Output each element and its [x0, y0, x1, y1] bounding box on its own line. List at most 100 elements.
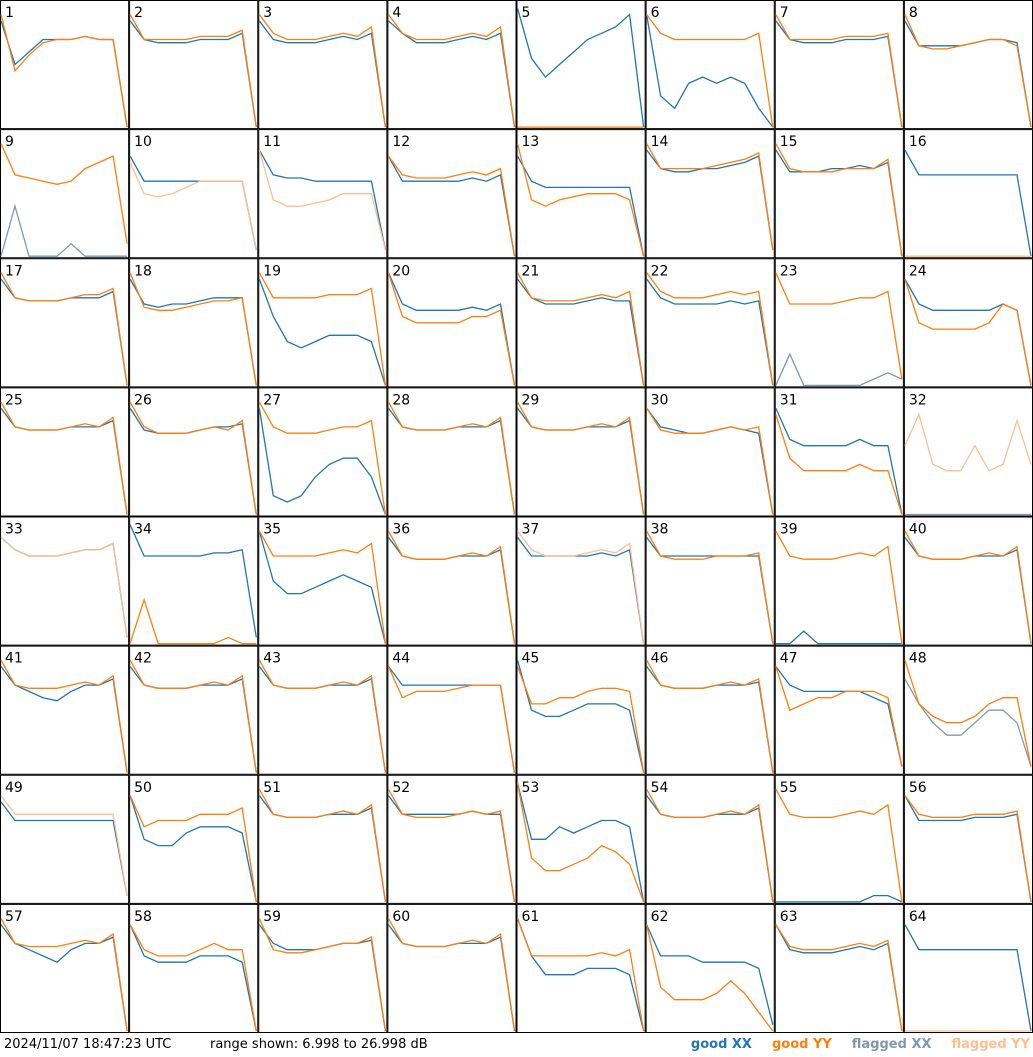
spectrum-yy: [516, 782, 645, 903]
panel-label: 20: [392, 263, 410, 279]
spectrum-xx: [129, 524, 257, 638]
panel-label: 36: [392, 522, 410, 538]
spectrum-xx: [0, 203, 128, 257]
spectrum-yy: [904, 412, 1032, 472]
spectrum-yy: [387, 666, 516, 773]
spectrum-yy: [0, 272, 128, 386]
spectrum-xx: [775, 894, 903, 903]
panel-label: 43: [263, 651, 281, 667]
spectrum-xx: [258, 795, 387, 902]
spectrum-yy: [646, 530, 774, 644]
spectrum-xx: [904, 924, 1032, 1032]
spectrum-yy: [129, 924, 257, 1032]
spectrum-yy: [0, 14, 128, 128]
spectrum-yy: [645, 924, 774, 1032]
spectrum-xx: [0, 666, 128, 773]
panel-frame: [0, 516, 130, 646]
panel-frame: [645, 516, 775, 646]
panel-label: 13: [522, 134, 540, 150]
spectrum-xx: [646, 149, 774, 251]
spectrum-xx: [129, 20, 257, 128]
spectrum-xx: [516, 782, 645, 903]
spectrum-xx: [129, 155, 257, 251]
panel-frame: [516, 387, 646, 517]
spectrum-xx: [516, 278, 645, 386]
panel-label: 1: [5, 5, 14, 21]
panel-frame: [258, 645, 388, 775]
spectrum-xx: [0, 20, 128, 128]
panel-label: 11: [263, 134, 281, 150]
spectrum-xx: [258, 149, 387, 251]
spectrum-xx: [904, 536, 1032, 644]
panel-frame: [387, 0, 517, 130]
panel-label: 5: [522, 5, 531, 21]
legend-label: flagged XX: [852, 1037, 932, 1052]
spectrum-yy: [0, 401, 128, 515]
spectrum-xx: [258, 666, 387, 773]
panel-frame: [258, 903, 388, 1033]
panel-label: 29: [522, 392, 540, 408]
panel-frame: [774, 258, 904, 388]
spectrum-xx: [516, 8, 645, 128]
panel-label: 3: [263, 5, 272, 21]
spectrum-xx: [904, 149, 1032, 257]
spectrum-xx: [904, 278, 1032, 386]
range-unit: dB: [411, 1037, 428, 1052]
spectrum-xx: [387, 924, 516, 1032]
panel-frame: [774, 903, 904, 1033]
panel-label: 47: [780, 651, 798, 667]
panel-label: 54: [651, 780, 669, 796]
panel-label: 14: [651, 134, 669, 150]
panel-frame: [903, 0, 1033, 130]
spectrum-yy: [387, 401, 516, 515]
panel-frame: [516, 0, 646, 130]
range-min: 6.998: [302, 1037, 339, 1052]
spectrum-yy: [0, 143, 128, 244]
panel-frame: [645, 258, 775, 388]
panel-frame: [516, 258, 646, 388]
spectrum-yy: [646, 272, 774, 386]
spectrum-yy: [387, 14, 516, 128]
spectrum-xx: [775, 20, 903, 128]
panel-label: 8: [909, 5, 918, 21]
panel-frame: [645, 129, 775, 259]
spectrum-yy: [904, 530, 1032, 644]
spectrum-yy: [258, 659, 387, 773]
spectrum-xx: [516, 659, 645, 773]
panel-frame: [129, 903, 259, 1033]
spectrum-yy: [129, 795, 257, 902]
panel-label: 22: [651, 263, 669, 279]
spectrum-xx: [129, 278, 257, 386]
panel-frame: [0, 129, 130, 259]
panel-label: 56: [909, 780, 927, 796]
panel-label: 30: [651, 392, 669, 408]
spectrum-xx: [775, 630, 902, 645]
spectrum-yy: [0, 536, 128, 638]
spectrum-yy: [387, 918, 516, 1032]
spectrum-yy: [516, 272, 645, 386]
panel-label: 10: [134, 134, 152, 150]
spectrum-yy: [0, 659, 128, 773]
panel-label: 50: [134, 780, 152, 796]
panel-frame: [774, 774, 904, 904]
panel-label: 32: [909, 392, 927, 408]
spectrum-yy: [258, 14, 387, 128]
panel-label: 55: [780, 780, 798, 796]
panel-label: 33: [5, 522, 23, 538]
spectrum-xx: [0, 801, 128, 896]
spectrum-yy: [904, 278, 1032, 386]
timestamp: 2024/11/07 18:47:23 UTC: [4, 1037, 171, 1052]
spectrum-xx: [129, 666, 257, 773]
spectrum-xx: [387, 666, 516, 773]
legend-label: flagged YY: [952, 1037, 1031, 1052]
spectrum-yy: [646, 143, 774, 251]
panel-label: 39: [780, 522, 798, 538]
panel-frame: [516, 774, 646, 904]
panel-frame: [129, 129, 259, 259]
spectrum-yy: [775, 666, 903, 767]
panel-label: 25: [5, 392, 23, 408]
panel-frame: [516, 903, 646, 1033]
panel-label: 53: [522, 780, 540, 796]
panel-frame: [774, 387, 904, 517]
